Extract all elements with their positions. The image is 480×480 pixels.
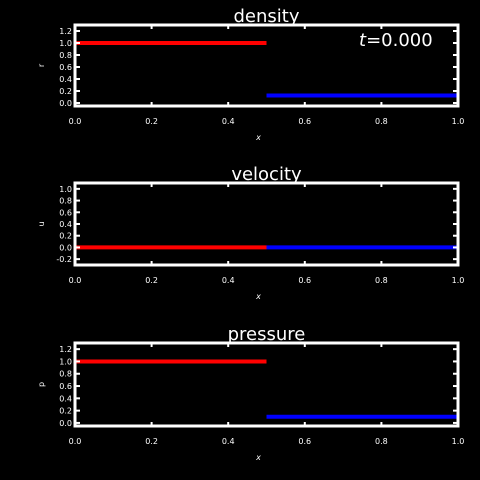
y-tick-label: 0.8 xyxy=(59,370,72,379)
chart-title: pressure xyxy=(228,324,306,345)
x-axis-label: x xyxy=(255,453,261,462)
x-tick-label: 1.0 xyxy=(452,117,465,126)
chart-title: velocity xyxy=(231,164,302,185)
velocity-panel: velocity 0.0 0.2 0.4 0.6 0.8 1.0 -0.2 0.0 0.2 0.4 0… xyxy=(37,164,464,301)
x-tick-label: 0.8 xyxy=(375,117,388,126)
x-tick-label: 0.2 xyxy=(145,437,158,446)
y-tick-label: 1.2 xyxy=(59,345,72,354)
x-tick-label: 0.4 xyxy=(222,117,235,126)
x-tick-label: 1.0 xyxy=(452,276,465,285)
x-tick-label: 0.4 xyxy=(222,437,235,446)
x-tick-label: 0.0 xyxy=(69,276,82,285)
x-tick-label: 0.6 xyxy=(298,276,311,285)
y-tick-label: 0.2 xyxy=(59,87,72,96)
y-tick-label: 1.0 xyxy=(59,357,72,366)
x-tick-label: 0.4 xyxy=(222,276,235,285)
y-tick-label: 0.6 xyxy=(59,208,72,217)
time-value: 0.000 xyxy=(381,30,433,51)
x-tick-label: 0.2 xyxy=(145,117,158,126)
y-tick-label: 1.0 xyxy=(59,185,72,194)
y-axis-label: u xyxy=(37,221,46,226)
y-tick-label: 0.6 xyxy=(59,382,72,391)
time-equals: = xyxy=(366,30,381,51)
y-tick-label: 1.0 xyxy=(59,39,72,48)
x-tick-label: 0.6 xyxy=(298,117,311,126)
x-axis-label: x xyxy=(255,133,261,142)
y-tick-label: 0.4 xyxy=(59,220,72,229)
y-tick-label: 0.0 xyxy=(59,243,72,252)
time-readout: t=0.000 xyxy=(359,30,433,51)
x-tick-label: 0.6 xyxy=(298,437,311,446)
y-tick-label: 0.0 xyxy=(59,419,72,428)
y-tick-label: 1.2 xyxy=(59,27,72,36)
pressure-panel: pressure 0.0 0.2 0.4 0.6 0.8 1.0 0.0 0.2 0.4 0.6 0.… xyxy=(37,324,464,462)
y-tick-label: 0.2 xyxy=(59,407,72,416)
y-tick-label: 0.6 xyxy=(59,63,72,72)
x-tick-label: 0.8 xyxy=(375,437,388,446)
y-tick-label: 0.4 xyxy=(59,394,72,403)
x-axis-label: x xyxy=(255,292,261,301)
y-tick-label: 0.2 xyxy=(59,232,72,241)
x-tick-label: 0.0 xyxy=(69,117,82,126)
y-axis-label: p xyxy=(37,382,46,387)
x-tick-label: 0.2 xyxy=(145,276,158,285)
chart-title: density xyxy=(234,6,300,27)
y-tick-label: 0.0 xyxy=(59,99,72,108)
x-tick-label: 1.0 xyxy=(452,437,465,446)
density-panel: density 0.0 0.2 0.4 0.6 0.8 1.0 0.0 0.2 0.4 0.6 0.8… xyxy=(37,6,464,142)
y-tick-label: -0.2 xyxy=(56,255,72,264)
time-variable: t xyxy=(359,30,367,51)
y-tick-label: 0.8 xyxy=(59,51,72,60)
y-tick-label: 0.4 xyxy=(59,75,72,84)
x-tick-label: 0.8 xyxy=(375,276,388,285)
y-tick-label: 0.8 xyxy=(59,197,72,206)
plot-frame xyxy=(73,23,460,108)
plot-frame xyxy=(73,341,460,428)
x-tick-label: 0.0 xyxy=(69,437,82,446)
y-axis-label: r xyxy=(37,63,46,67)
